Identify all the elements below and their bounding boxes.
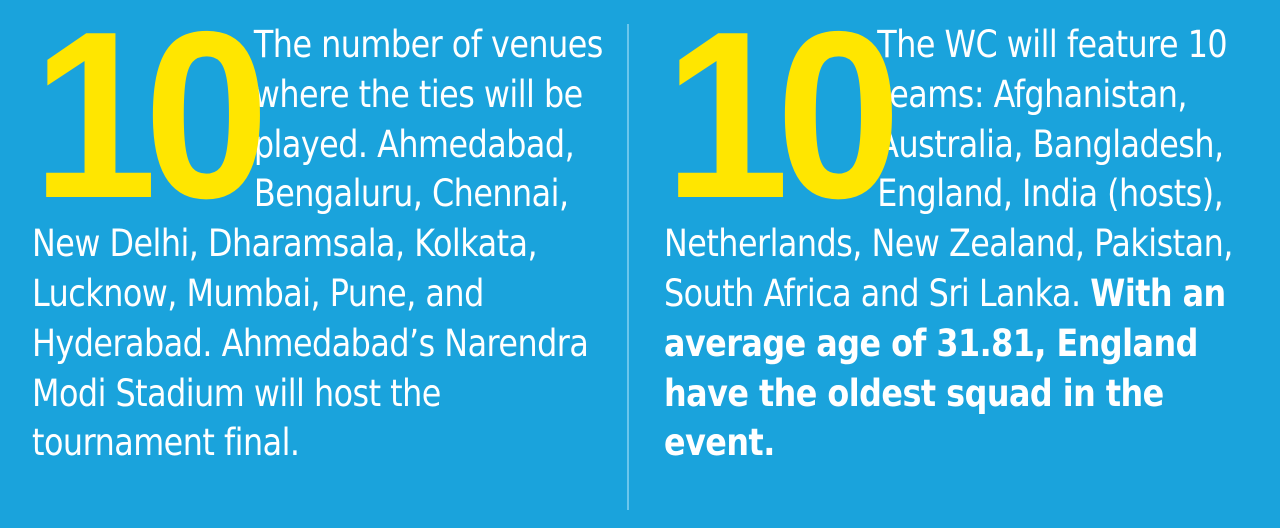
teams-fact: 10 The WC will feature 10 teams: Afghani… (664, 0, 1266, 468)
venues-number: 10 (32, 0, 269, 248)
column-divider (627, 24, 629, 510)
venues-text: The number of venues where the ties will… (32, 23, 603, 465)
oldest-squad-text: With an average age of 31.81, England ha… (664, 271, 1226, 465)
teams-text: The WC will feature 10 teams: Afghanista… (664, 23, 1233, 315)
teams-number: 10 (664, 0, 901, 248)
venues-fact: 10 The number of venues where the ties w… (32, 0, 617, 468)
